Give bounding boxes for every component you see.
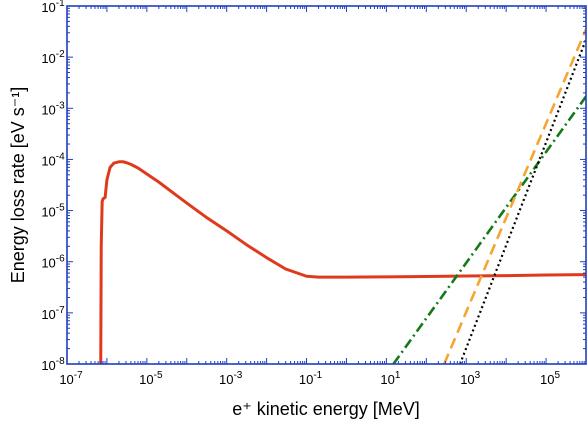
x-axis-label: e⁺ kinetic energy [MeV] <box>232 399 420 419</box>
x-tick-label: 10-1 <box>299 370 323 387</box>
y-tick-label: 10-8 <box>41 356 65 373</box>
series-line-2 <box>392 95 586 364</box>
series-line-3 <box>442 28 586 364</box>
x-tick-label: 10-7 <box>59 370 83 387</box>
x-tick-label: 105 <box>540 370 560 387</box>
y-axis-label: Energy loss rate [eV s⁻¹] <box>8 87 28 284</box>
y-tick-label: 10-1 <box>41 0 65 15</box>
x-tick-label: 10-3 <box>219 370 243 387</box>
x-tick-label: 101 <box>380 370 400 387</box>
x-tick-label: 103 <box>460 370 480 387</box>
y-tick-label: 10-3 <box>41 100 65 117</box>
series-line-4 <box>459 39 586 364</box>
y-tick-label: 10-4 <box>41 151 65 168</box>
y-tick-label: 10-5 <box>41 203 65 220</box>
ticks-layer <box>66 5 587 365</box>
plot-frame <box>66 5 587 365</box>
tick-labels: 10-7 10-5 10-3 10-1 101 103 10510-810-710-610-… <box>41 0 560 387</box>
y-tick-label: 10-6 <box>41 254 65 271</box>
y-tick-label: 10-2 <box>41 49 65 66</box>
y-tick-label: 10-7 <box>41 305 65 322</box>
series-line-1 <box>99 160 586 364</box>
series-layer <box>99 28 586 364</box>
x-tick-label: 10-5 <box>139 370 163 387</box>
